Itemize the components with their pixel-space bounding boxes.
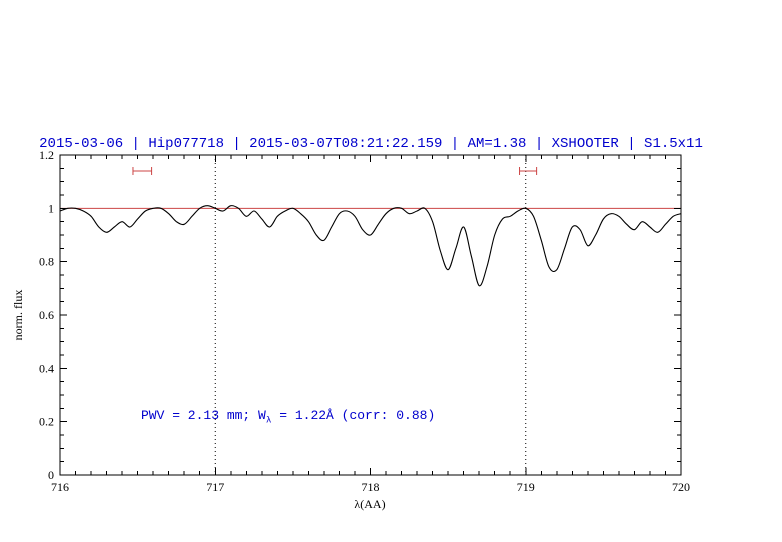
interval-markers xyxy=(132,167,538,175)
spectrum-line-group xyxy=(59,205,682,287)
x-tick-labels: 716 717 718 719 720 xyxy=(51,480,690,494)
pwv-annotation-prefix: PWV = 2.13 mm; W xyxy=(141,408,266,423)
plot-title: 2015-03-06 | Hip077718 | 2015-03-07T08:2… xyxy=(39,136,703,152)
y-tick-label: 0.2 xyxy=(39,415,54,429)
pwv-annotation-suffix: = 1.22Å (corr: 0.88) xyxy=(271,408,436,423)
pwv-annotation-sub: λ xyxy=(265,414,272,426)
x-tick-label: 716 xyxy=(51,480,69,494)
y-tick-labels: 0 0.2 0.4 0.6 0.8 1 1.2 xyxy=(39,148,54,482)
x-axis-label: λ(AA) xyxy=(354,497,385,511)
y-tick-label: 1 xyxy=(48,201,54,215)
x-tick-label: 720 xyxy=(672,480,690,494)
y-tick-label: 1.2 xyxy=(39,148,54,162)
plot-frame xyxy=(59,154,682,476)
y-tick-label: 0.6 xyxy=(39,308,54,322)
pwv-annotation: PWV = 2.13 mm; Wλ = 1.22Å (corr: 0.88) xyxy=(141,408,435,426)
x-tick-label: 719 xyxy=(517,480,535,494)
dotted-gridlines xyxy=(214,155,527,475)
y-axis-label: norm. flux xyxy=(11,290,25,341)
y-tick-label: 0.8 xyxy=(39,255,54,269)
axis-ticks xyxy=(59,154,682,476)
y-tick-label: 0.4 xyxy=(39,361,54,375)
spectrum-line xyxy=(59,205,682,287)
x-tick-label: 717 xyxy=(206,480,224,494)
x-tick-label: 718 xyxy=(362,480,380,494)
y-tick-label: 0 xyxy=(48,468,54,482)
